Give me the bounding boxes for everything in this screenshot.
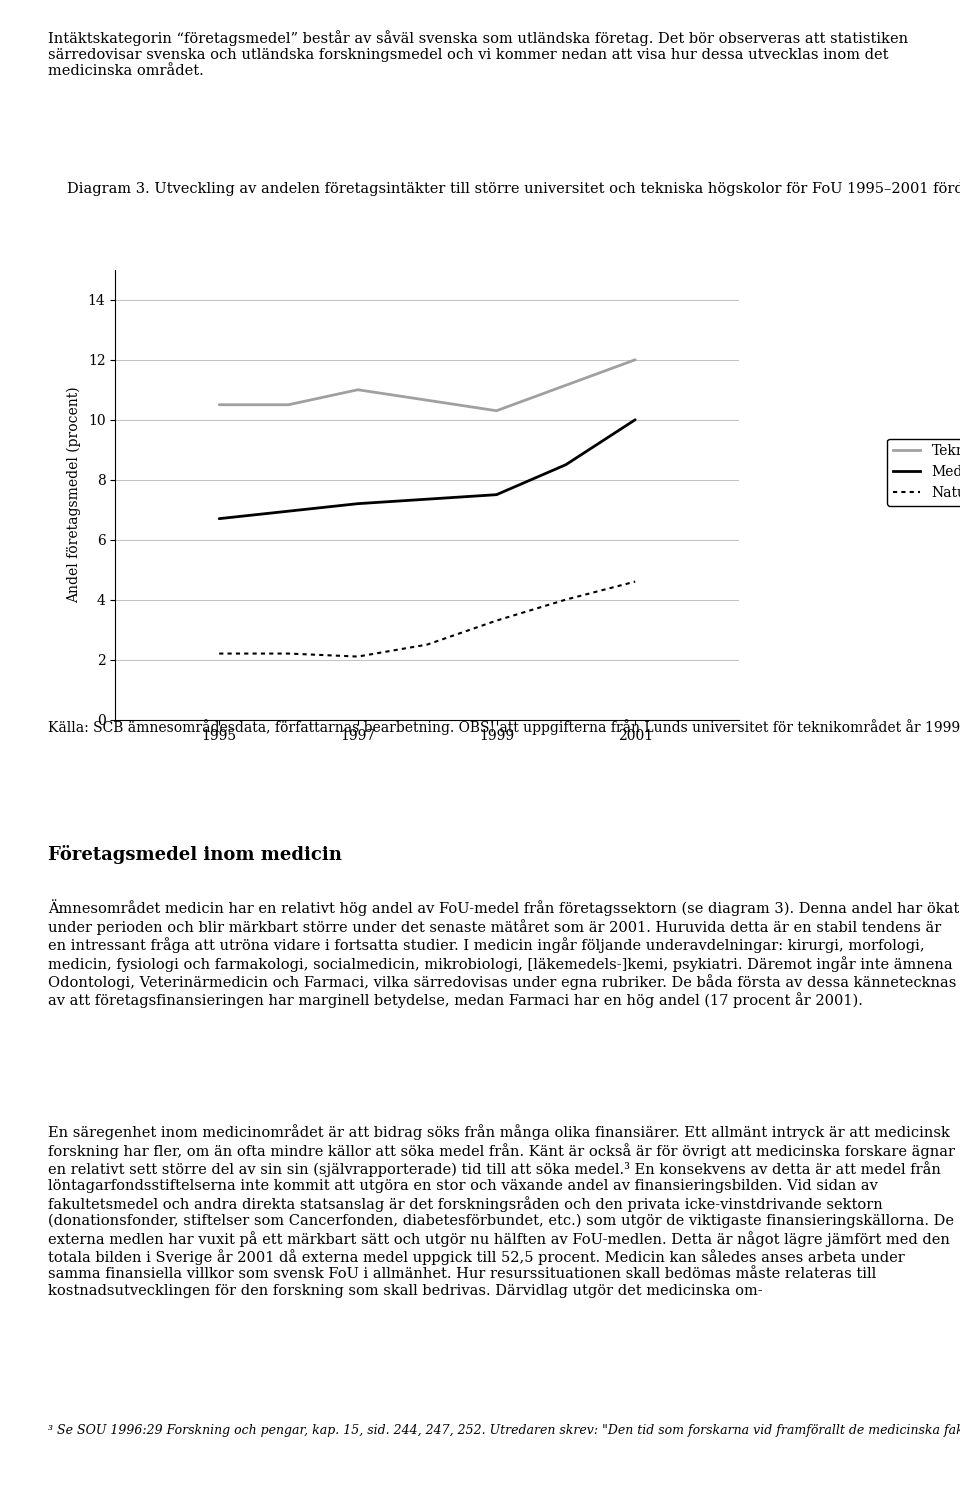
Text: Intäktskategorin “företagsmedel” består av såväl svenska som utländska företag. : Intäktskategorin “företagsmedel” består …: [48, 30, 908, 78]
Text: Företagsmedel inom medicin: Företagsmedel inom medicin: [48, 845, 342, 865]
Text: Ämnesområdet medicin har en relativt hög andel av FoU-medel från företagssektorn: Ämnesområdet medicin har en relativt hög…: [48, 899, 959, 1009]
Text: Diagram 3. Utveckling av andelen företagsintäkter till större universitet och te: Diagram 3. Utveckling av andelen företag…: [67, 180, 960, 196]
Legend: Teknik, Medicin, Natur: Teknik, Medicin, Natur: [887, 439, 960, 505]
Text: Källa: SCB ämnesområdesdata, författarnas bearbetning. OBS! att uppgifterna från: Källa: SCB ämnesområdesdata, författarna…: [48, 720, 960, 736]
Text: ³ Se SOU 1996:29 Forskning och pengar, kap. 15, sid. 244, 247, 252. Utredaren sk: ³ Se SOU 1996:29 Forskning och pengar, k…: [48, 1424, 960, 1438]
Y-axis label: Andel företagsmedel (procent): Andel företagsmedel (procent): [66, 387, 81, 603]
Text: En säregenhet inom medicinområdet är att bidrag söks från många olika finansiäre: En säregenhet inom medicinområdet är att…: [48, 1124, 955, 1298]
